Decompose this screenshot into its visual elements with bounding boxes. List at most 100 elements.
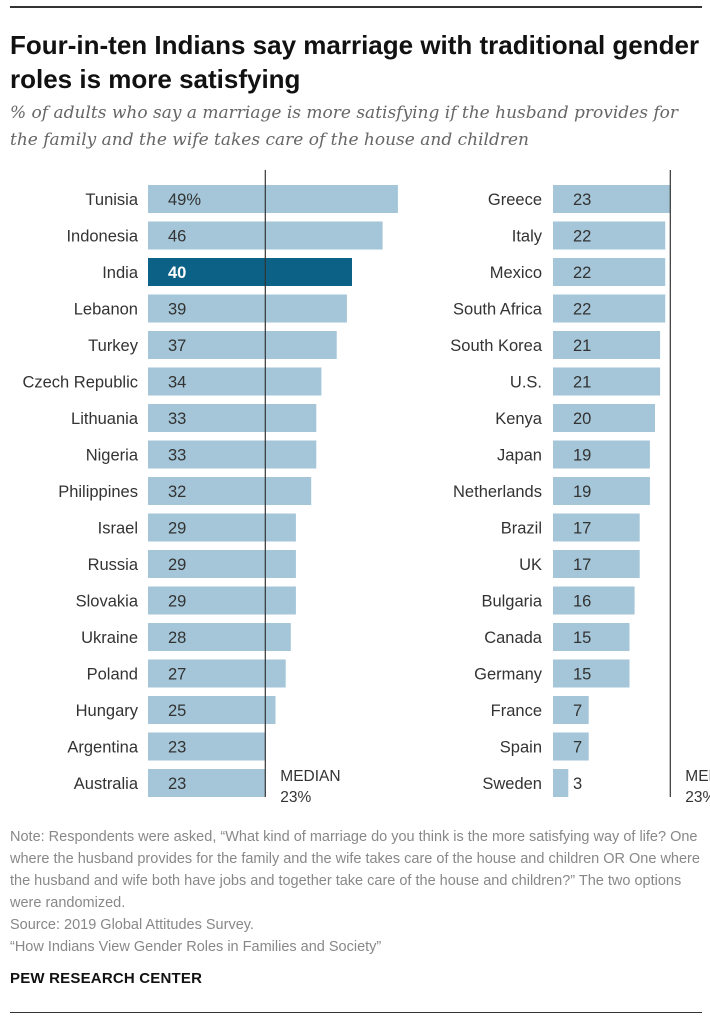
median-label: MEDIAN <box>685 768 710 785</box>
bar-u-s- <box>553 367 661 396</box>
category-label: South Korea <box>450 337 543 355</box>
category-label: Israel <box>98 520 138 538</box>
report-title: “How Indians View Gender Roles in Famili… <box>10 939 382 955</box>
category-label: Hungary <box>76 702 139 720</box>
value-label: 23 <box>168 739 186 757</box>
value-label: 29 <box>168 556 186 574</box>
value-label: 19 <box>573 447 591 465</box>
category-label: Czech Republic <box>22 374 138 392</box>
bar-mexico <box>553 258 666 286</box>
bar-italy <box>553 221 666 250</box>
bar-tunisia <box>148 185 398 213</box>
value-label: 28 <box>168 629 186 647</box>
value-label: 46 <box>168 228 186 246</box>
bar-sweden <box>553 769 569 797</box>
bar-poland <box>148 659 286 688</box>
category-label: Mexico <box>490 264 542 282</box>
panel-right: Greece 23 Italy 22 Mexico 22 South Africa 22 Sou… <box>450 170 710 806</box>
bar-nigeria <box>148 440 317 469</box>
bar-australia <box>148 769 266 797</box>
category-label: Nigeria <box>86 447 139 465</box>
category-label: Poland <box>87 666 138 684</box>
category-label: Lebanon <box>74 301 138 319</box>
bar-greece <box>553 185 671 213</box>
chart-subtitle: % of adults who say a marriage is more s… <box>10 103 679 150</box>
value-label: 25 <box>168 702 186 720</box>
bar-russia <box>148 550 296 578</box>
value-label: 40 <box>168 264 186 282</box>
bar-ukraine <box>148 623 291 651</box>
category-label: Slovakia <box>76 593 139 611</box>
bar-uk <box>553 550 640 578</box>
value-label: 23 <box>573 191 591 209</box>
panel-left: Tunisia 49% Indonesia 46 India 40 Lebanon 39 Tur… <box>22 170 398 806</box>
value-label: 16 <box>573 593 591 611</box>
notes: Note: Respondents were asked, “What kind… <box>10 826 700 958</box>
value-label: 32 <box>168 483 186 501</box>
category-label: Ukraine <box>81 629 138 647</box>
category-label: France <box>491 702 542 720</box>
value-label: 21 <box>573 374 591 392</box>
bar-south-africa <box>553 294 666 323</box>
value-label: 17 <box>573 556 591 574</box>
category-label: Argentina <box>67 739 138 757</box>
value-label: 34 <box>168 374 186 392</box>
value-label: 27 <box>168 666 186 684</box>
category-label: Lithuania <box>71 410 139 428</box>
value-label: 7 <box>573 739 582 757</box>
category-label: Canada <box>484 629 543 647</box>
value-label: 21 <box>573 337 591 355</box>
category-label: India <box>102 264 139 282</box>
category-label: Italy <box>512 228 543 246</box>
median-label: MEDIAN <box>280 768 340 785</box>
value-label: 37 <box>168 337 186 355</box>
category-label: Germany <box>474 666 543 684</box>
value-label: 49% <box>168 191 201 209</box>
value-label: 23 <box>168 775 186 793</box>
bar-canada <box>553 623 630 651</box>
category-label: Netherlands <box>453 483 542 501</box>
category-label: Bulgaria <box>481 593 542 611</box>
value-label: 15 <box>573 666 591 684</box>
bar-india <box>148 258 352 286</box>
median-value: 23% <box>685 789 710 806</box>
value-label: 22 <box>573 228 591 246</box>
bar-hungary <box>148 696 276 724</box>
bar-netherlands <box>553 477 650 505</box>
note-text: Note: Respondents were asked, “What kind… <box>10 829 700 911</box>
category-label: Philippines <box>58 483 138 501</box>
category-label: South Africa <box>453 301 543 319</box>
source-text: Source: 2019 Global Attitudes Survey. <box>10 917 254 933</box>
top-rule <box>10 6 702 8</box>
value-label: 15 <box>573 629 591 647</box>
value-label: 33 <box>168 447 186 465</box>
bar-south-korea <box>553 331 661 359</box>
bar-israel <box>148 513 296 542</box>
category-label: Turkey <box>88 337 139 355</box>
category-label: U.S. <box>510 374 542 392</box>
bar-turkey <box>148 331 337 359</box>
value-label: 29 <box>168 520 186 538</box>
value-label: 20 <box>573 410 591 428</box>
value-label: 17 <box>573 520 591 538</box>
chart-title: Four-in-ten Indians say marriage with tr… <box>10 30 700 94</box>
bar-lithuania <box>148 404 317 432</box>
bar-czech-republic <box>148 367 322 396</box>
bar-kenya <box>553 404 655 432</box>
bar-lebanon <box>148 294 347 323</box>
bar-slovakia <box>148 586 296 615</box>
bar-argentina <box>148 732 266 761</box>
value-label: 33 <box>168 410 186 428</box>
category-label: Russia <box>88 556 139 574</box>
category-label: Indonesia <box>66 228 138 246</box>
bar-germany <box>553 659 630 688</box>
bar-philippines <box>148 477 312 505</box>
value-label: 7 <box>573 702 582 720</box>
value-label: 29 <box>168 593 186 611</box>
category-label: Japan <box>497 447 542 465</box>
bar-spain <box>553 732 589 761</box>
category-label: Sweden <box>482 775 542 793</box>
value-label: 39 <box>168 301 186 319</box>
category-label: Greece <box>488 191 542 209</box>
category-label: Kenya <box>495 410 543 428</box>
